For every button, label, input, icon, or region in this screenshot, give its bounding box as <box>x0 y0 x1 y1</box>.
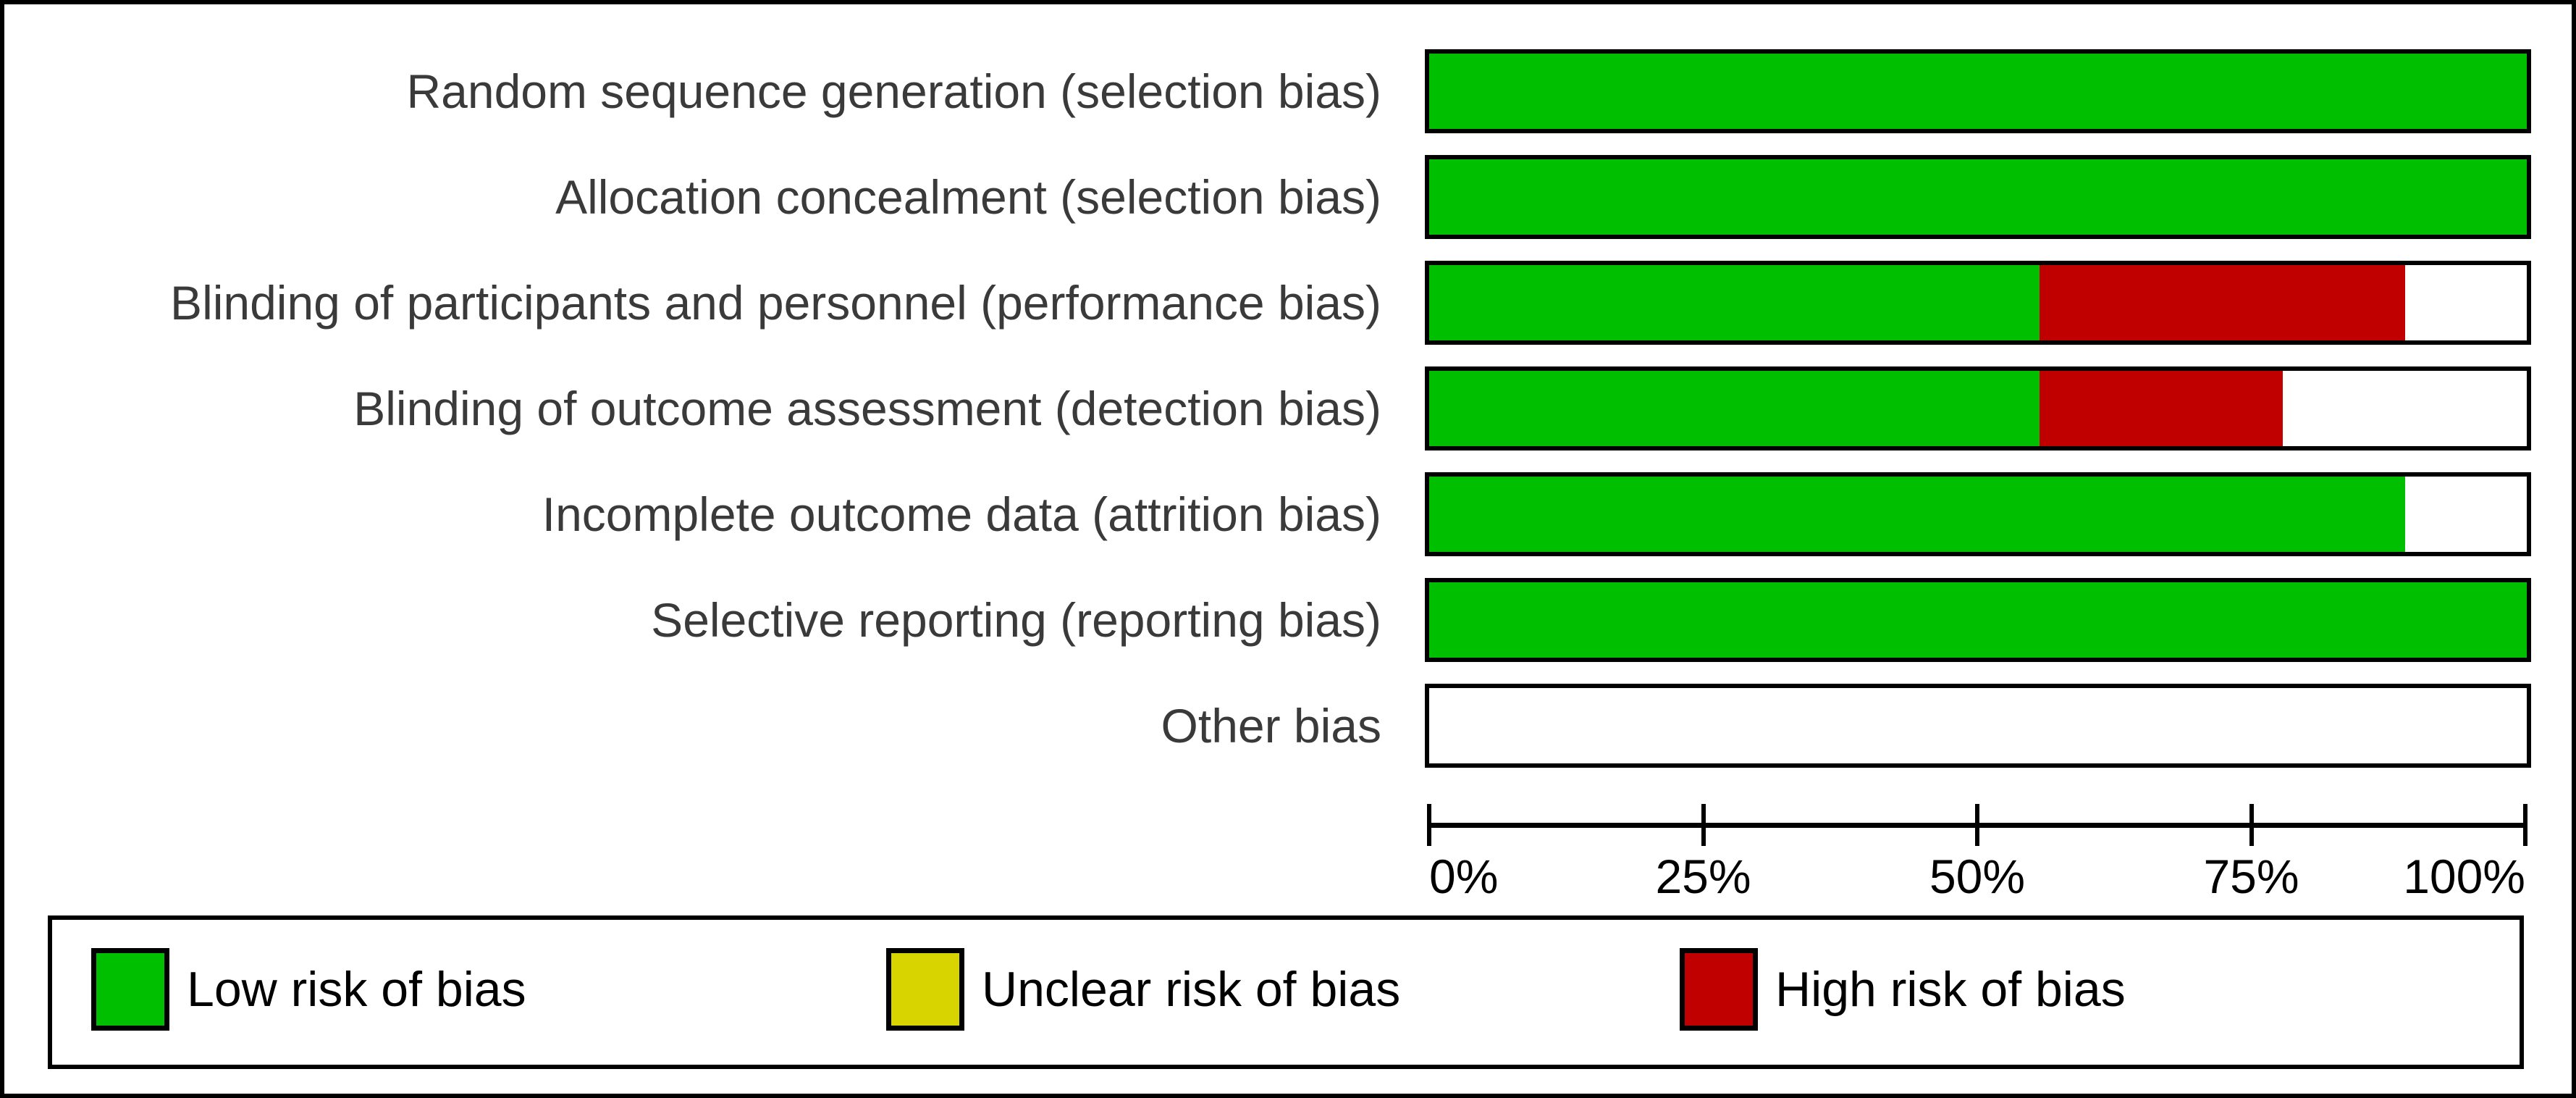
segment-low-risk-of-bias <box>1429 371 2040 446</box>
x-axis-tick-label: 75% <box>2203 850 2299 903</box>
stacked-bar <box>1425 261 2531 345</box>
stacked-bar <box>1425 155 2531 239</box>
bias-domain-label: Blinding of participants and personnel (… <box>170 276 1381 330</box>
segment-low-risk-of-bias <box>1429 159 2527 235</box>
legend-label: Low risk of bias <box>187 962 526 1017</box>
segment-low-risk-of-bias <box>1429 477 2405 552</box>
stacked-bar <box>1425 684 2531 768</box>
stacked-bar <box>1425 472 2531 556</box>
x-axis-tick <box>1975 804 1979 846</box>
x-axis: 0% 25% 50% 75% 100% <box>1427 804 2527 913</box>
bias-domain-row: Other bias <box>4 684 2572 768</box>
legend-item-high-risk-of-bias: High risk of bias <box>1680 947 2126 1031</box>
legend-item-unclear-risk-of-bias: Unclear risk of bias <box>886 947 1400 1031</box>
legend-item-low-risk-of-bias: Low risk of bias <box>91 947 526 1031</box>
bias-domain-label: Incomplete outcome data (attrition bias) <box>542 487 1381 541</box>
stacked-bar <box>1425 49 2531 133</box>
x-axis-tick-label: 100% <box>2403 850 2525 903</box>
segment-low-risk-of-bias <box>1429 582 2527 658</box>
legend-swatch-high-risk-of-bias <box>1680 948 1758 1031</box>
bias-domain-row: Incomplete outcome data (attrition bias) <box>4 472 2572 556</box>
bias-domain-label: Random sequence generation (selection bi… <box>406 64 1382 118</box>
x-axis-tick <box>2249 804 2254 846</box>
bias-domain-row: Blinding of participants and personnel (… <box>4 261 2572 345</box>
segment-low-risk-of-bias <box>1429 54 2527 129</box>
bias-domain-row: Allocation concealment (selection bias) <box>4 155 2572 239</box>
legend-label: Unclear risk of bias <box>982 962 1401 1017</box>
stacked-bar <box>1425 578 2531 662</box>
segment-low-risk-of-bias <box>1429 265 2040 340</box>
segment-high-risk-of-bias <box>2039 371 2284 446</box>
bias-domain-label: Allocation concealment (selection bias) <box>555 170 1381 224</box>
legend-swatch-low-risk-of-bias <box>91 948 169 1031</box>
x-axis-tick <box>2523 804 2527 846</box>
legend-swatch-unclear-risk-of-bias <box>886 948 964 1031</box>
x-axis-tick-label: 25% <box>1655 850 1751 903</box>
x-axis-tick <box>1701 804 1706 846</box>
stacked-bar <box>1425 366 2531 450</box>
bias-domain-label: Blinding of outcome assessment (detectio… <box>353 382 1381 435</box>
legend-label: High risk of bias <box>1775 962 2126 1017</box>
bias-domain-row: Selective reporting (reporting bias) <box>4 578 2572 662</box>
bias-domain-label: Other bias <box>1161 699 1381 753</box>
legend: Low risk of bias Unclear risk of bias High… <box>48 915 2524 1069</box>
bias-domain-row: Random sequence generation (selection bi… <box>4 49 2572 133</box>
x-axis-tick <box>1427 804 1431 846</box>
bias-domain-row: Blinding of outcome assessment (detectio… <box>4 366 2572 450</box>
x-axis-tick-label: 0% <box>1429 850 1499 903</box>
segment-high-risk-of-bias <box>2039 265 2405 340</box>
x-axis-tick-label: 50% <box>1929 850 2026 903</box>
bias-domain-label: Selective reporting (reporting bias) <box>651 593 1381 647</box>
